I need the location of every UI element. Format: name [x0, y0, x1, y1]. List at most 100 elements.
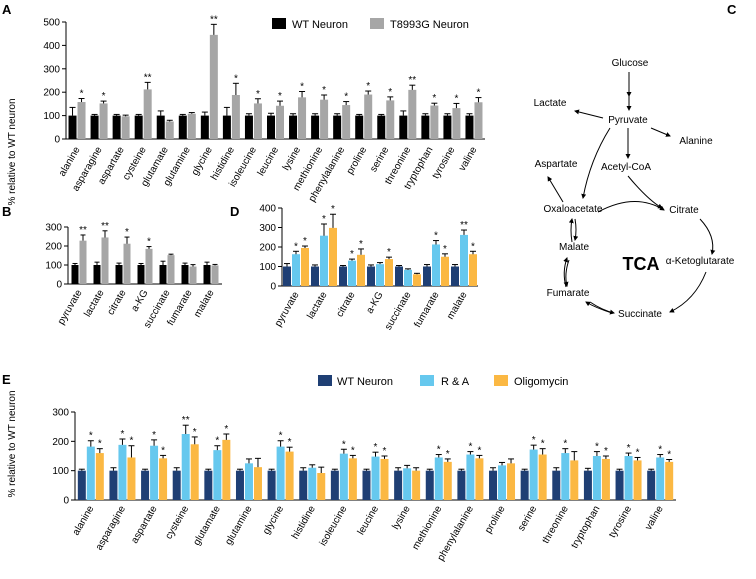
- node-succinate: Succinate: [618, 309, 662, 320]
- bar: [79, 240, 87, 284]
- legend-label-ra: R & A: [441, 376, 470, 388]
- category-label: glycine: [261, 504, 286, 537]
- significance-mark: *: [446, 449, 450, 460]
- bar: [489, 470, 498, 500]
- bar: [395, 266, 403, 286]
- bar: [90, 115, 99, 139]
- ytick-label: 200: [259, 243, 276, 254]
- category-label: valine: [643, 504, 666, 533]
- category-label: fumarate: [412, 290, 441, 330]
- arrow-oxaloacetate-citrate: [597, 201, 665, 213]
- bar: [181, 434, 190, 500]
- category-label: a-KG: [364, 290, 385, 316]
- category-label: pyruvate: [273, 290, 302, 329]
- bar: [209, 34, 218, 140]
- significance-mark: *: [366, 81, 370, 92]
- bar: [311, 266, 319, 286]
- category-label: methionine: [410, 504, 444, 552]
- ytick-label: 400: [259, 204, 276, 215]
- ytick-label: 300: [52, 408, 69, 419]
- bar: [77, 102, 86, 139]
- bar: [404, 269, 412, 286]
- bar: [181, 265, 189, 284]
- bar: [474, 102, 483, 139]
- ytick-label: 300: [43, 64, 60, 75]
- category-label: proline: [345, 145, 370, 177]
- category-label: proline: [483, 504, 508, 536]
- significance-mark: *: [125, 227, 129, 238]
- bar: [145, 248, 153, 284]
- panel-label-d: D: [230, 204, 239, 219]
- legend-swatch-wt: [272, 18, 286, 29]
- bar: [112, 115, 121, 139]
- category-label: histidine: [290, 504, 318, 542]
- bar: [235, 470, 244, 500]
- panel-label-b: B: [2, 204, 11, 219]
- significance-mark: *: [322, 214, 326, 225]
- bar: [320, 235, 328, 286]
- category-label: tryptophan: [569, 504, 602, 550]
- legend-label-wt: WT Neuron: [292, 19, 348, 31]
- bar: [276, 446, 285, 500]
- bar: [244, 463, 253, 500]
- node-malate: Malate: [559, 242, 589, 253]
- bar: [451, 266, 459, 286]
- ytick-label: 200: [43, 88, 60, 99]
- significance-mark: *: [388, 87, 392, 98]
- tca-label: TCA: [623, 254, 660, 274]
- panel-label-a: A: [2, 2, 12, 17]
- ytick-label: 100: [45, 261, 62, 272]
- ytick-label: 100: [259, 262, 276, 273]
- bar: [434, 457, 443, 500]
- bar: [121, 116, 130, 139]
- category-label: a-KG: [129, 288, 150, 314]
- bar: [156, 115, 165, 139]
- significance-mark: *: [102, 91, 106, 102]
- bar: [380, 458, 389, 500]
- category-label: aspartate: [129, 504, 160, 546]
- category-label: lactate: [305, 290, 329, 321]
- bar: [403, 468, 412, 500]
- bar: [311, 115, 320, 139]
- category-label: malate: [192, 288, 217, 320]
- ytick-label: 0: [270, 282, 276, 293]
- bar: [520, 470, 529, 500]
- significance-mark: *: [563, 439, 567, 450]
- arrow-malate-oxaloacetate: [568, 218, 574, 243]
- bar: [165, 121, 174, 139]
- bar: [289, 115, 298, 139]
- bar: [329, 227, 337, 286]
- ytick-label: 0: [56, 280, 62, 291]
- bar: [301, 247, 309, 286]
- significance-mark: *: [351, 445, 355, 456]
- significance-mark: *: [627, 443, 631, 454]
- significance-mark: *: [667, 450, 671, 461]
- significance-mark: *: [215, 436, 219, 447]
- significance-mark: *: [303, 236, 307, 247]
- significance-mark: *: [383, 446, 387, 457]
- bar: [222, 115, 231, 139]
- legend-label-t8993g: T8993G Neuron: [390, 19, 469, 31]
- bar: [339, 266, 347, 286]
- category-label: leucine: [256, 145, 282, 178]
- bar: [371, 456, 380, 500]
- category-label: asparagine: [94, 504, 128, 553]
- bar: [95, 453, 104, 500]
- bar: [348, 458, 357, 500]
- category-label: succinate: [383, 290, 414, 332]
- bar: [583, 470, 592, 500]
- ytick-label: 300: [259, 223, 276, 234]
- node-acetyl-coa: Acetyl-CoA: [601, 162, 651, 173]
- bar: [633, 460, 642, 500]
- significance-mark: *: [129, 436, 133, 447]
- ytick-label: 0: [63, 496, 69, 507]
- significance-mark: *: [294, 241, 298, 252]
- significance-mark: *: [350, 249, 354, 260]
- legend-e: WT Neuron R & A Oligomycin: [318, 375, 568, 388]
- bar: [203, 265, 211, 284]
- category-label: malate: [445, 290, 470, 322]
- bar: [137, 265, 145, 284]
- category-label: lysine: [390, 504, 413, 532]
- bar: [276, 105, 284, 139]
